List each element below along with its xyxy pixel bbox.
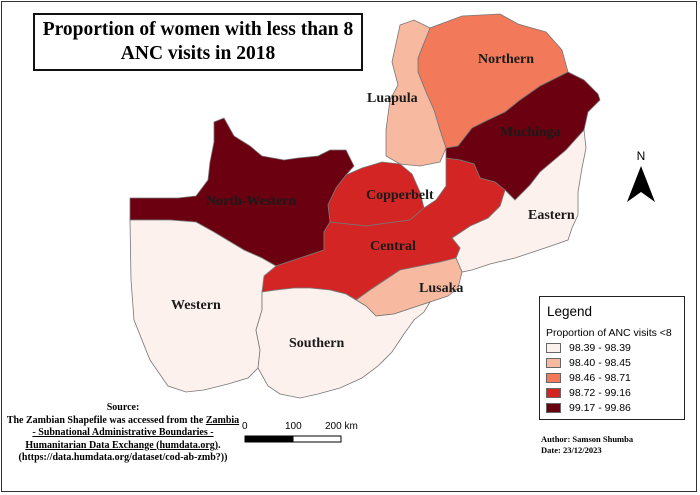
source-tail: .: [218, 439, 221, 451]
label-lusaka: Lusaka: [419, 281, 463, 296]
legend-item-label: 99.17 - 99.86: [569, 402, 631, 414]
source-url: (https://data.humdata.org/dataset/cod-ab…: [18, 452, 228, 463]
author-block: Author: Samson Shumba Date: 23/12/2023: [541, 434, 633, 456]
source-note: Source: The Zambian Shapefile was access…: [4, 402, 242, 465]
region-southern[interactable]: [255, 287, 431, 399]
legend-swatch: [546, 388, 561, 398]
scale-label-200: 200 km: [325, 421, 358, 432]
source-text: The Zambian Shapefile was accessed from …: [4, 415, 242, 453]
legend: Legend Proportion of ANC visits <8 98.39…: [539, 296, 685, 420]
scale-label-100: 100: [285, 421, 302, 432]
legend-swatch: [546, 343, 561, 353]
north-arrow-label: N: [637, 149, 646, 163]
legend-item-label: 98.39 - 98.39: [569, 342, 631, 354]
legend-item-label: 98.40 - 98.45: [569, 357, 631, 369]
label-southern: Southern: [289, 336, 344, 351]
label-northern: Northern: [478, 52, 534, 67]
label-central: Central: [370, 239, 416, 254]
author-name: Author: Samson Shumba: [541, 434, 634, 444]
legend-swatch: [546, 403, 561, 413]
author-date: Date: 23/12/2023: [541, 445, 602, 456]
region-luapula[interactable]: [385, 19, 447, 167]
label-luapula: Luapula: [367, 91, 418, 106]
legend-item: 98.40 - 98.45: [546, 356, 631, 370]
legend-item: 98.72 - 99.16: [546, 386, 631, 400]
legend-item: 99.17 - 99.86: [546, 401, 631, 415]
legend-title: Legend: [547, 304, 593, 319]
label-eastern: Eastern: [528, 208, 575, 223]
scale-label-0: 0: [242, 421, 248, 432]
legend-subtitle: Proportion of ANC visits <8: [546, 327, 672, 339]
source-link[interactable]: Zambia - Subnational Administrative Boun…: [25, 414, 240, 451]
legend-item-label: 98.72 - 99.16: [569, 387, 631, 399]
legend-item: 98.46 - 98.71: [546, 371, 631, 385]
legend-item-label: 98.46 - 98.71: [569, 372, 631, 384]
source-line: The Zambian Shapefile was accessed from …: [6, 414, 204, 426]
label-muchinga: Muchinga: [500, 125, 561, 140]
legend-swatch: [546, 373, 561, 383]
label-north-western: North-Western: [206, 194, 296, 209]
north-arrow-icon: N: [627, 149, 655, 202]
legend-item: 98.39 - 98.39: [546, 341, 631, 355]
label-western: Western: [171, 298, 221, 313]
legend-swatch: [546, 358, 561, 368]
map-title: Proportion of women with less than 8 ANC…: [33, 13, 363, 71]
scale-bar: [244, 435, 342, 443]
label-copperbelt: Copperbelt: [366, 188, 434, 203]
source-heading: Source:: [106, 402, 140, 413]
